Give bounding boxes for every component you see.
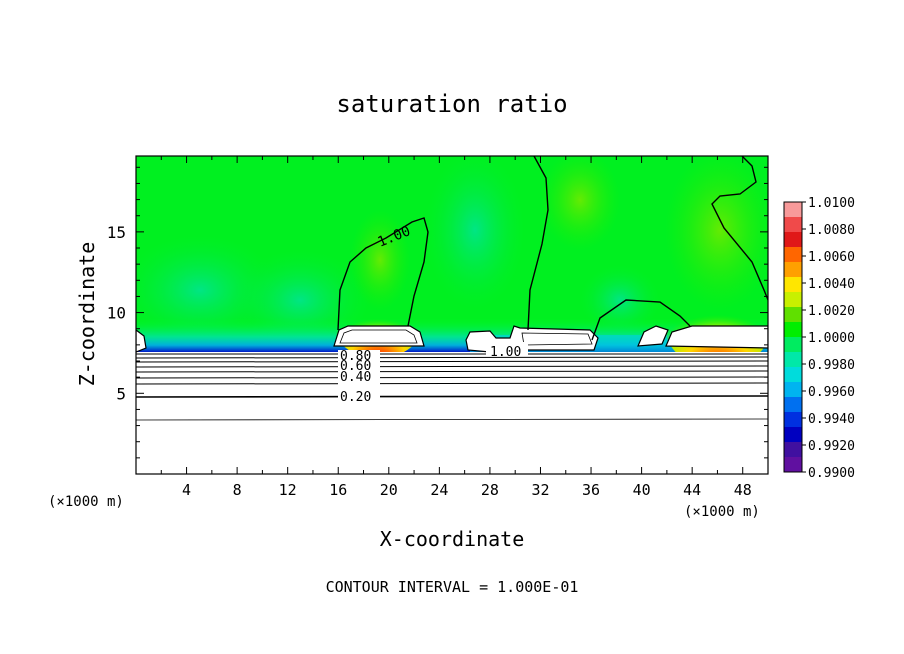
x-tick-label: 20	[380, 481, 398, 499]
x-axis-label: X-coordinate	[380, 527, 525, 551]
lower-region	[136, 352, 768, 474]
colorbar-swatch	[784, 217, 802, 233]
cool-patch	[425, 156, 525, 310]
contour-line	[337, 217, 429, 331]
warm-patch	[665, 156, 768, 310]
contour-label: 0.20	[340, 390, 371, 405]
contour-line	[136, 376, 768, 379]
cloud-blob	[339, 329, 418, 344]
contour-label-bg	[338, 350, 380, 386]
contour-label: 1.00	[490, 345, 521, 360]
contour-label: 0.80	[340, 349, 371, 364]
contour-line	[136, 382, 768, 385]
colorbar-swatch	[784, 247, 802, 263]
y-tick-label: 10	[107, 304, 126, 323]
colorbar-swatch	[784, 397, 802, 413]
colorbar-tick-label: 1.0080	[808, 223, 855, 238]
y-tick-label: 5	[116, 384, 126, 403]
colorbar-swatch	[784, 322, 802, 338]
colorbar-tick-label: 1.0060	[808, 250, 855, 265]
x-unit-left: (×1000 m)	[48, 494, 124, 510]
cloud-blob	[136, 329, 147, 353]
colorbar-tick-label: 1.0000	[808, 331, 855, 346]
colorbar: 1.0100 1.0080 1.0060 1.0040 1.0020 1.0000 0.99…	[783, 196, 855, 481]
colorbar-tick-label: 0.9920	[808, 439, 855, 454]
x-tick-label: 36	[582, 481, 600, 499]
y-axis-label: Z-coordinate	[75, 242, 99, 387]
cloud-blob	[333, 325, 425, 347]
cloud-blob	[637, 325, 669, 347]
contour-label: 0.40	[340, 370, 371, 385]
colorbar-swatch	[784, 382, 802, 398]
x-axis: 4 8 12 16 20 24 28 32 36 40 44 48	[160, 156, 752, 499]
cloud-blob	[665, 325, 768, 349]
colorbar-swatch	[784, 292, 802, 308]
contour-line	[136, 356, 768, 359]
x-tick-label: 8	[233, 481, 242, 499]
plot-area	[136, 156, 768, 474]
colorbar-swatch	[784, 277, 802, 293]
contour-label: 0.60	[340, 359, 371, 374]
x-tick-label: 48	[734, 481, 752, 499]
plot-frame	[135, 155, 769, 475]
x-tick-label: 12	[279, 481, 297, 499]
contour-line	[527, 156, 549, 331]
x-tick-label: 4	[182, 481, 191, 499]
colorbar-swatch	[784, 367, 802, 383]
colorbar-tick-label: 1.0020	[808, 304, 855, 319]
colorbar-swatch	[784, 307, 802, 323]
warm-patch	[540, 156, 620, 250]
y-tick-label: 15	[107, 223, 126, 242]
contour-line	[136, 370, 768, 373]
colorbar-tick-label: 0.9960	[808, 385, 855, 400]
colorbar-tick-label: 1.0040	[808, 277, 855, 292]
x-tick-label: 28	[481, 481, 499, 499]
contour-line	[136, 360, 768, 363]
contour-label-bg	[338, 388, 380, 404]
colorbar-swatch	[784, 457, 802, 473]
contour-label-bg	[486, 342, 528, 356]
colorbar-swatch	[784, 352, 802, 368]
cloud-blob	[521, 332, 593, 346]
x-tick-label: 32	[531, 481, 549, 499]
colorbar-swatch	[784, 202, 802, 218]
colorbar-tick-label: 0.9980	[808, 358, 855, 373]
chart-title: saturation ratio	[336, 90, 567, 118]
contour-line	[136, 418, 768, 421]
colorbar-swatch	[784, 262, 802, 278]
colorbar-swatch	[784, 412, 802, 428]
contour-line	[711, 156, 768, 301]
contour-line	[136, 395, 768, 398]
x-unit-right: (×1000 m)	[684, 504, 760, 520]
warm-patch	[350, 210, 410, 310]
x-tick-label: 24	[430, 481, 448, 499]
colorbar-tick-label: 0.9940	[808, 412, 855, 427]
colorbar-tick-label: 1.0100	[808, 196, 855, 211]
x-tick-label: 40	[633, 481, 651, 499]
footer-note: CONTOUR INTERVAL = 1.000E-01	[326, 578, 579, 596]
contour-line	[591, 299, 691, 341]
colorbar-swatch	[784, 442, 802, 458]
colorbar-swatch	[784, 427, 802, 443]
colorbar-swatch	[784, 232, 802, 248]
colorbar-swatch	[784, 337, 802, 353]
colorbar-tick-label: 0.9900	[808, 466, 855, 481]
x-tick-label: 16	[329, 481, 347, 499]
x-tick-label: 44	[683, 481, 701, 499]
contour-line	[136, 365, 768, 368]
y-axis: 5 10 15	[107, 166, 768, 459]
